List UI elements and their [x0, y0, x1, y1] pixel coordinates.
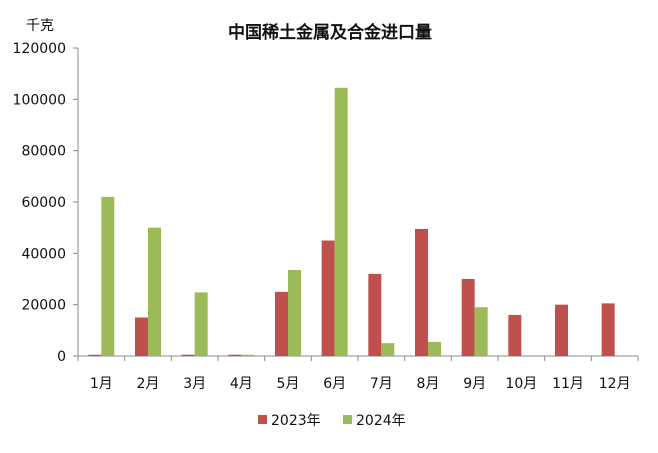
bar-2024年-7月: [381, 343, 395, 356]
bar-2023年-11月: [555, 304, 568, 356]
bar-2023年-12月: [601, 303, 615, 356]
bar-2023年-9月: [461, 279, 475, 356]
x-tick-label: 9月: [463, 376, 486, 392]
x-tick-label: 10月: [505, 376, 537, 392]
bar-2023年-10月: [508, 314, 522, 356]
bar-2024年-4月: [241, 354, 255, 356]
y-tick-label: 40000: [21, 246, 66, 262]
bars: [88, 87, 615, 357]
x-tick-label: 6月: [323, 376, 346, 392]
bar-2023年-3月: [181, 354, 195, 356]
y-tick-label: 0: [57, 349, 66, 365]
bar-2024年-6月: [334, 87, 348, 357]
bar-2024年-9月: [474, 307, 488, 356]
x-tick-label: 4月: [230, 376, 253, 392]
y-tick-label: 100000: [13, 92, 66, 108]
bar-2023年-8月: [415, 228, 428, 356]
y-tick-label: 60000: [21, 195, 66, 211]
x-tick-label: 3月: [183, 376, 206, 392]
x-tick-label: 1月: [90, 376, 113, 392]
bar-2023年-4月: [228, 354, 242, 356]
bar-2024年-8月: [428, 341, 441, 356]
bar-2024年-5月: [288, 270, 301, 356]
y-tick-label: 20000: [21, 298, 66, 314]
x-tick-label: 11月: [552, 376, 584, 392]
x-tick-label: 12月: [599, 376, 631, 392]
x-tick-label: 8月: [417, 376, 440, 392]
y-tick-label: 120000: [13, 41, 66, 57]
bar-2023年-5月: [275, 291, 288, 356]
bar-2023年-2月: [135, 317, 148, 356]
x-tick-label: 7月: [370, 376, 393, 392]
legend-label: 2023年: [271, 413, 321, 429]
bar-2024年-1月: [101, 196, 115, 356]
legend: 2023年 2024年: [258, 413, 406, 429]
x-tick-label: 2月: [137, 376, 160, 392]
legend-swatch: [343, 415, 352, 424]
bar-2023年-7月: [368, 273, 382, 356]
legend-label: 2024年: [356, 413, 406, 429]
y-axis: 0 20000 40000 60000 80000 100000 120000: [13, 41, 79, 365]
bar-2024年-2月: [148, 227, 161, 356]
x-axis: 1月 2月 3月 4月 5月 6月 7月 8月 9月 10月 11月 12月: [77, 355, 639, 392]
bar-2023年-6月: [321, 240, 335, 356]
bar-2024年-3月: [194, 292, 208, 356]
x-tick-label: 5月: [277, 376, 300, 392]
y-tick-label: 80000: [21, 144, 66, 160]
y-axis-unit-label: 千克: [26, 18, 54, 34]
legend-swatch: [258, 415, 267, 424]
chart-title: 中国稀土金属及合金进口量: [228, 22, 432, 43]
bar-2023年-1月: [88, 354, 102, 356]
